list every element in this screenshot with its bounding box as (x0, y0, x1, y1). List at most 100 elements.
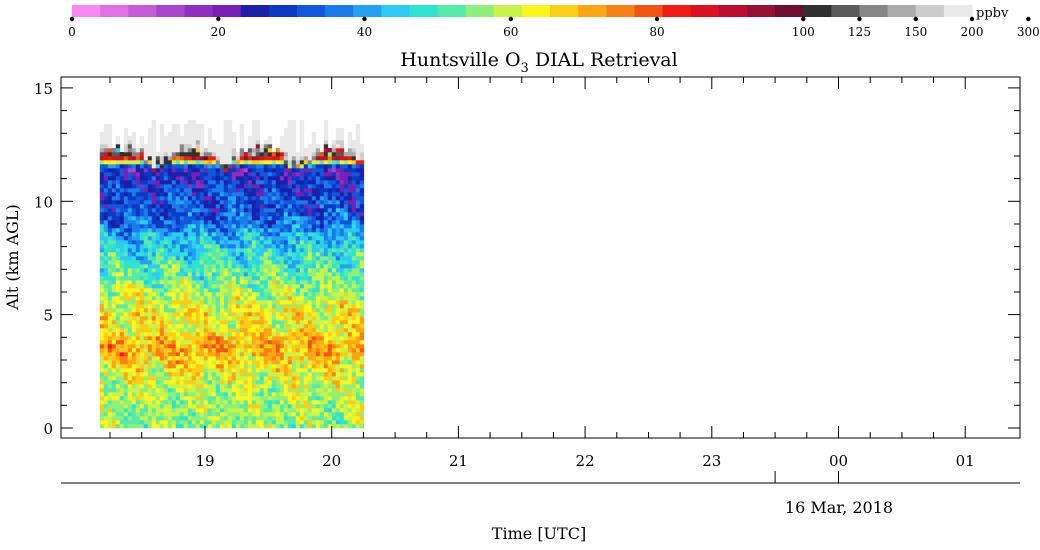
heatmap-cell (199, 160, 205, 165)
heatmap-cell (315, 424, 321, 429)
heatmap-cell (155, 216, 161, 221)
heatmap-cell (199, 148, 205, 153)
heatmap-cell (323, 220, 329, 225)
heatmap-cell (103, 328, 109, 333)
heatmap-cell (207, 244, 213, 249)
heatmap-cell (227, 216, 233, 221)
heatmap-cell (239, 324, 245, 329)
heatmap-cell (255, 280, 261, 285)
heatmap-cell (123, 136, 129, 141)
heatmap-cell (279, 412, 285, 417)
heatmap-cell (119, 336, 125, 341)
heatmap-cell (267, 204, 273, 209)
heatmap-cell (231, 360, 237, 365)
heatmap-cell (179, 284, 185, 289)
heatmap-cell (247, 364, 253, 369)
heatmap-cell (307, 368, 313, 373)
heatmap-cell (155, 292, 161, 297)
heatmap-cell (183, 196, 189, 201)
heatmap-cell (223, 184, 229, 189)
heatmap-cell (163, 156, 169, 161)
heatmap-cell (147, 260, 153, 265)
heatmap-cell (351, 364, 357, 369)
heatmap-cell (191, 196, 197, 201)
heatmap-cell (139, 160, 145, 165)
heatmap-cell (331, 164, 337, 169)
colorbar-swatch (184, 5, 214, 17)
heatmap-cell (299, 268, 305, 273)
heatmap-cell (219, 244, 225, 249)
heatmap-cell (315, 180, 321, 185)
heatmap-cell (331, 184, 337, 189)
heatmap-cell (355, 308, 361, 313)
heatmap-cell (155, 252, 161, 257)
heatmap-cell (335, 140, 341, 145)
heatmap-cell (119, 296, 125, 301)
heatmap-cell (319, 320, 325, 325)
heatmap-cell (227, 284, 233, 289)
heatmap-cell (267, 400, 273, 405)
heatmap-cell (103, 276, 109, 281)
heatmap-cell (319, 368, 325, 373)
heatmap-cell (215, 216, 221, 221)
heatmap-cell (195, 292, 201, 297)
heatmap-cell (171, 172, 177, 177)
heatmap-cell (163, 396, 169, 401)
heatmap-cell (199, 304, 205, 309)
heatmap-cell (335, 380, 341, 385)
heatmap-cell (147, 364, 153, 369)
heatmap-cell (263, 192, 269, 197)
heatmap-cell (295, 396, 301, 401)
heatmap-cell (291, 228, 297, 233)
heatmap-cell (247, 284, 253, 289)
heatmap-cell (359, 332, 365, 337)
heatmap-cell (203, 228, 209, 233)
heatmap-cell (355, 160, 361, 165)
heatmap-cell (99, 180, 105, 185)
heatmap-cell (175, 240, 181, 245)
heatmap-cell (115, 224, 121, 229)
heatmap-cell (127, 220, 133, 225)
heatmap-cell (251, 172, 257, 177)
heatmap-cell (119, 352, 125, 357)
heatmap-cell (183, 164, 189, 169)
heatmap-cell (219, 268, 225, 273)
heatmap-cell (335, 160, 341, 165)
heatmap-cell (263, 392, 269, 397)
heatmap-cell (183, 300, 189, 305)
heatmap-cell (131, 184, 137, 189)
heatmap-cell (255, 136, 261, 141)
heatmap-cell (159, 144, 165, 149)
heatmap-cell (315, 148, 321, 153)
heatmap-cell (235, 168, 241, 173)
heatmap-cell (147, 316, 153, 321)
heatmap-cell (255, 132, 261, 137)
heatmap-cell (123, 308, 129, 313)
heatmap-cell (211, 216, 217, 221)
heatmap-cell (251, 308, 257, 313)
heatmap-cell (291, 220, 297, 225)
heatmap-cell (287, 256, 293, 261)
heatmap-cell (347, 200, 353, 205)
heatmap-cell (259, 220, 265, 225)
heatmap-cell (227, 376, 233, 381)
heatmap-cell (331, 324, 337, 329)
heatmap-cell (187, 120, 193, 125)
heatmap-cell (211, 180, 217, 185)
heatmap-cell (123, 380, 129, 385)
heatmap-cell (267, 300, 273, 305)
heatmap-cell (227, 348, 233, 353)
heatmap-cell (143, 376, 149, 381)
heatmap-cell (167, 368, 173, 373)
heatmap-cell (251, 416, 257, 421)
heatmap-cell (359, 416, 365, 421)
heatmap-cell (123, 148, 129, 153)
heatmap-cell (347, 176, 353, 181)
heatmap-cell (271, 188, 277, 193)
heatmap-cell (103, 364, 109, 369)
heatmap-cell (159, 236, 165, 241)
heatmap-cell (335, 144, 341, 149)
heatmap-cell (167, 136, 173, 141)
heatmap-cell (175, 236, 181, 241)
heatmap-cell (291, 424, 297, 429)
